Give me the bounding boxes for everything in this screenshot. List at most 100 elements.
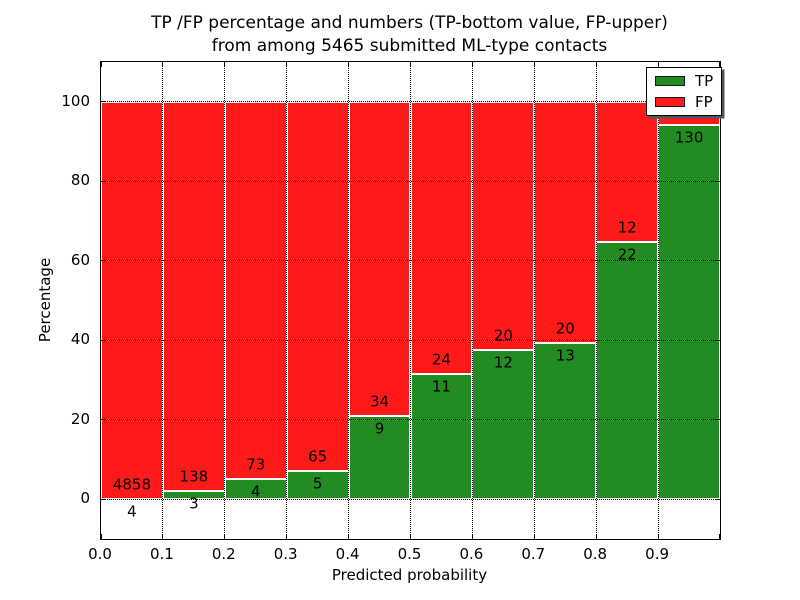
legend-item-tp: TP <box>655 72 714 90</box>
bar-4-tp-count: 9 <box>374 419 385 438</box>
y-tick-mark <box>101 498 106 500</box>
v-gridline <box>471 62 473 539</box>
bar-3-fp-segment <box>286 101 349 471</box>
x-tick-label-0.8: 0.8 <box>583 545 608 563</box>
x-tick-mark <box>286 534 288 539</box>
bar-3-tp-segment <box>286 470 349 500</box>
bar-7-fp-segment <box>534 101 597 343</box>
bar-0-tp-count: 4 <box>127 502 137 521</box>
x-tick-mark <box>657 534 659 539</box>
h-gridline <box>101 180 720 182</box>
bar-3-tp-count: 5 <box>312 474 323 493</box>
bar-6-tp-count: 12 <box>493 353 513 372</box>
x-tick-mark <box>595 62 597 67</box>
y-tick-mark <box>101 260 106 262</box>
legend-item-fp: FP <box>655 95 713 110</box>
bar-8-tp-count: 22 <box>617 245 637 264</box>
y-tick-mark <box>715 180 720 182</box>
tp-legend-label: TP <box>695 72 714 90</box>
x-tick-label-0.3: 0.3 <box>273 545 298 563</box>
tp-legend-swatch <box>655 76 685 86</box>
x-tick-label-0.4: 0.4 <box>335 545 360 563</box>
x-tick-mark <box>471 62 473 67</box>
h-gridline <box>101 260 720 262</box>
y-tick-label-40: 40 <box>70 330 90 349</box>
bar-4-tp-segment <box>348 416 411 500</box>
bar-7-fp-count: 20 <box>555 319 575 338</box>
v-gridline <box>348 62 350 539</box>
x-tick-label-0.7: 0.7 <box>521 545 546 563</box>
bar-4-fp-segment <box>348 101 411 417</box>
legend: TP FP <box>646 67 723 116</box>
y-tick-label-100: 100 <box>61 91 90 110</box>
y-tick-label-20: 20 <box>70 409 90 428</box>
y-tick-mark <box>715 260 720 262</box>
x-tick-label-0.6: 0.6 <box>459 545 484 563</box>
v-gridline <box>224 62 226 539</box>
fp-legend-swatch <box>655 97 685 107</box>
bar-8-tp-segment <box>596 242 659 500</box>
x-tick-mark <box>533 62 535 67</box>
x-tick-mark <box>224 62 226 67</box>
y-tick-mark <box>715 419 720 421</box>
bar-2-fp-segment <box>224 101 287 479</box>
y-tick-mark <box>101 419 106 421</box>
chart-title-line2: from among 5465 submitted ML-type contac… <box>211 36 608 56</box>
bar-5-fp-segment <box>410 101 473 375</box>
x-tick-label-0.2: 0.2 <box>211 545 236 563</box>
y-tick-mark <box>101 180 106 182</box>
chart-title-line1: TP /FP percentage and numbers (TP-bottom… <box>151 13 668 33</box>
x-tick-mark <box>101 534 102 539</box>
bar-3-fp-count: 65 <box>308 447 328 466</box>
bar-8-fp-count: 12 <box>617 218 637 237</box>
bar-6-fp-segment <box>472 101 535 351</box>
y-tick-label-60: 60 <box>70 250 90 269</box>
x-tick-mark <box>719 62 720 67</box>
v-gridline <box>595 62 597 539</box>
bar-1-fp-count: 138 <box>179 467 209 486</box>
x-tick-label-0.1: 0.1 <box>149 545 174 563</box>
bar-5-tp-count: 11 <box>431 377 451 396</box>
x-tick-mark <box>101 62 102 67</box>
x-tick-mark <box>348 62 350 67</box>
x-tick-mark <box>224 534 226 539</box>
bar-9-tp-count: 130 <box>674 128 704 147</box>
y-tick-label-0: 0 <box>80 489 90 508</box>
bar-4-fp-count: 34 <box>370 392 390 411</box>
y-tick-mark <box>715 339 720 341</box>
x-tick-mark <box>471 534 473 539</box>
x-tick-mark <box>162 534 164 539</box>
bar-1-fp-segment <box>162 101 225 491</box>
bar-9-tp-segment <box>658 124 720 500</box>
plot-area: 48584138373465534924112012201312228130 T… <box>100 61 723 540</box>
y-tick-mark <box>101 339 106 341</box>
bar-1-tp-count: 3 <box>189 494 199 513</box>
x-tick-mark <box>348 534 350 539</box>
h-gridline <box>101 339 720 341</box>
v-gridline <box>286 62 288 539</box>
x-tick-mark <box>410 62 411 67</box>
bar-6-tp-segment <box>472 350 535 500</box>
x-tick-mark <box>657 62 659 67</box>
v-gridline <box>657 62 659 539</box>
x-tick-mark <box>410 534 411 539</box>
y-tick-label-80: 80 <box>70 171 90 190</box>
h-gridline <box>101 419 720 421</box>
x-tick-mark <box>719 534 720 539</box>
bar-6-fp-count: 20 <box>493 326 513 345</box>
y-tick-mark <box>715 498 720 500</box>
h-gridline <box>101 101 720 103</box>
bar-5-fp-count: 24 <box>431 350 451 369</box>
y-tick-mark <box>101 101 106 103</box>
bar-0-fp-segment <box>101 101 163 499</box>
h-gridline <box>101 498 720 500</box>
grid-layer <box>101 62 720 539</box>
bar-2-fp-count: 73 <box>246 455 266 474</box>
bar-7-tp-segment <box>534 342 597 500</box>
v-gridline <box>410 62 411 539</box>
bar-7-tp-count: 13 <box>555 346 575 365</box>
x-tick-mark <box>533 534 535 539</box>
x-tick-mark <box>162 62 164 67</box>
x-tick-label-0.0: 0.0 <box>88 545 112 563</box>
